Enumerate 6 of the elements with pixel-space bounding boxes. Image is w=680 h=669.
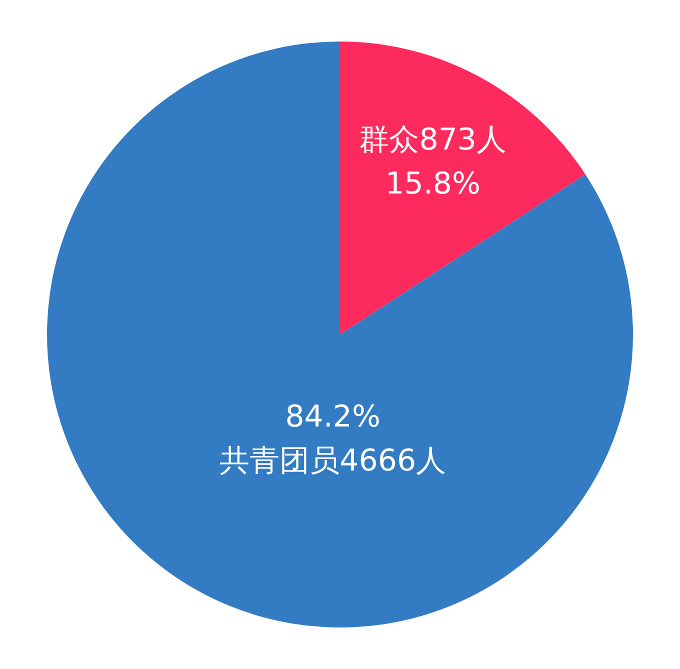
data-label: 15.8% <box>385 166 481 202</box>
slice-label: 共青团员4666人 <box>220 444 446 479</box>
data-label: 84.2% <box>285 400 381 435</box>
pie-slice <box>340 42 586 334</box>
pie-slice <box>47 42 632 628</box>
slice-label: 群众873人 <box>359 122 506 158</box>
